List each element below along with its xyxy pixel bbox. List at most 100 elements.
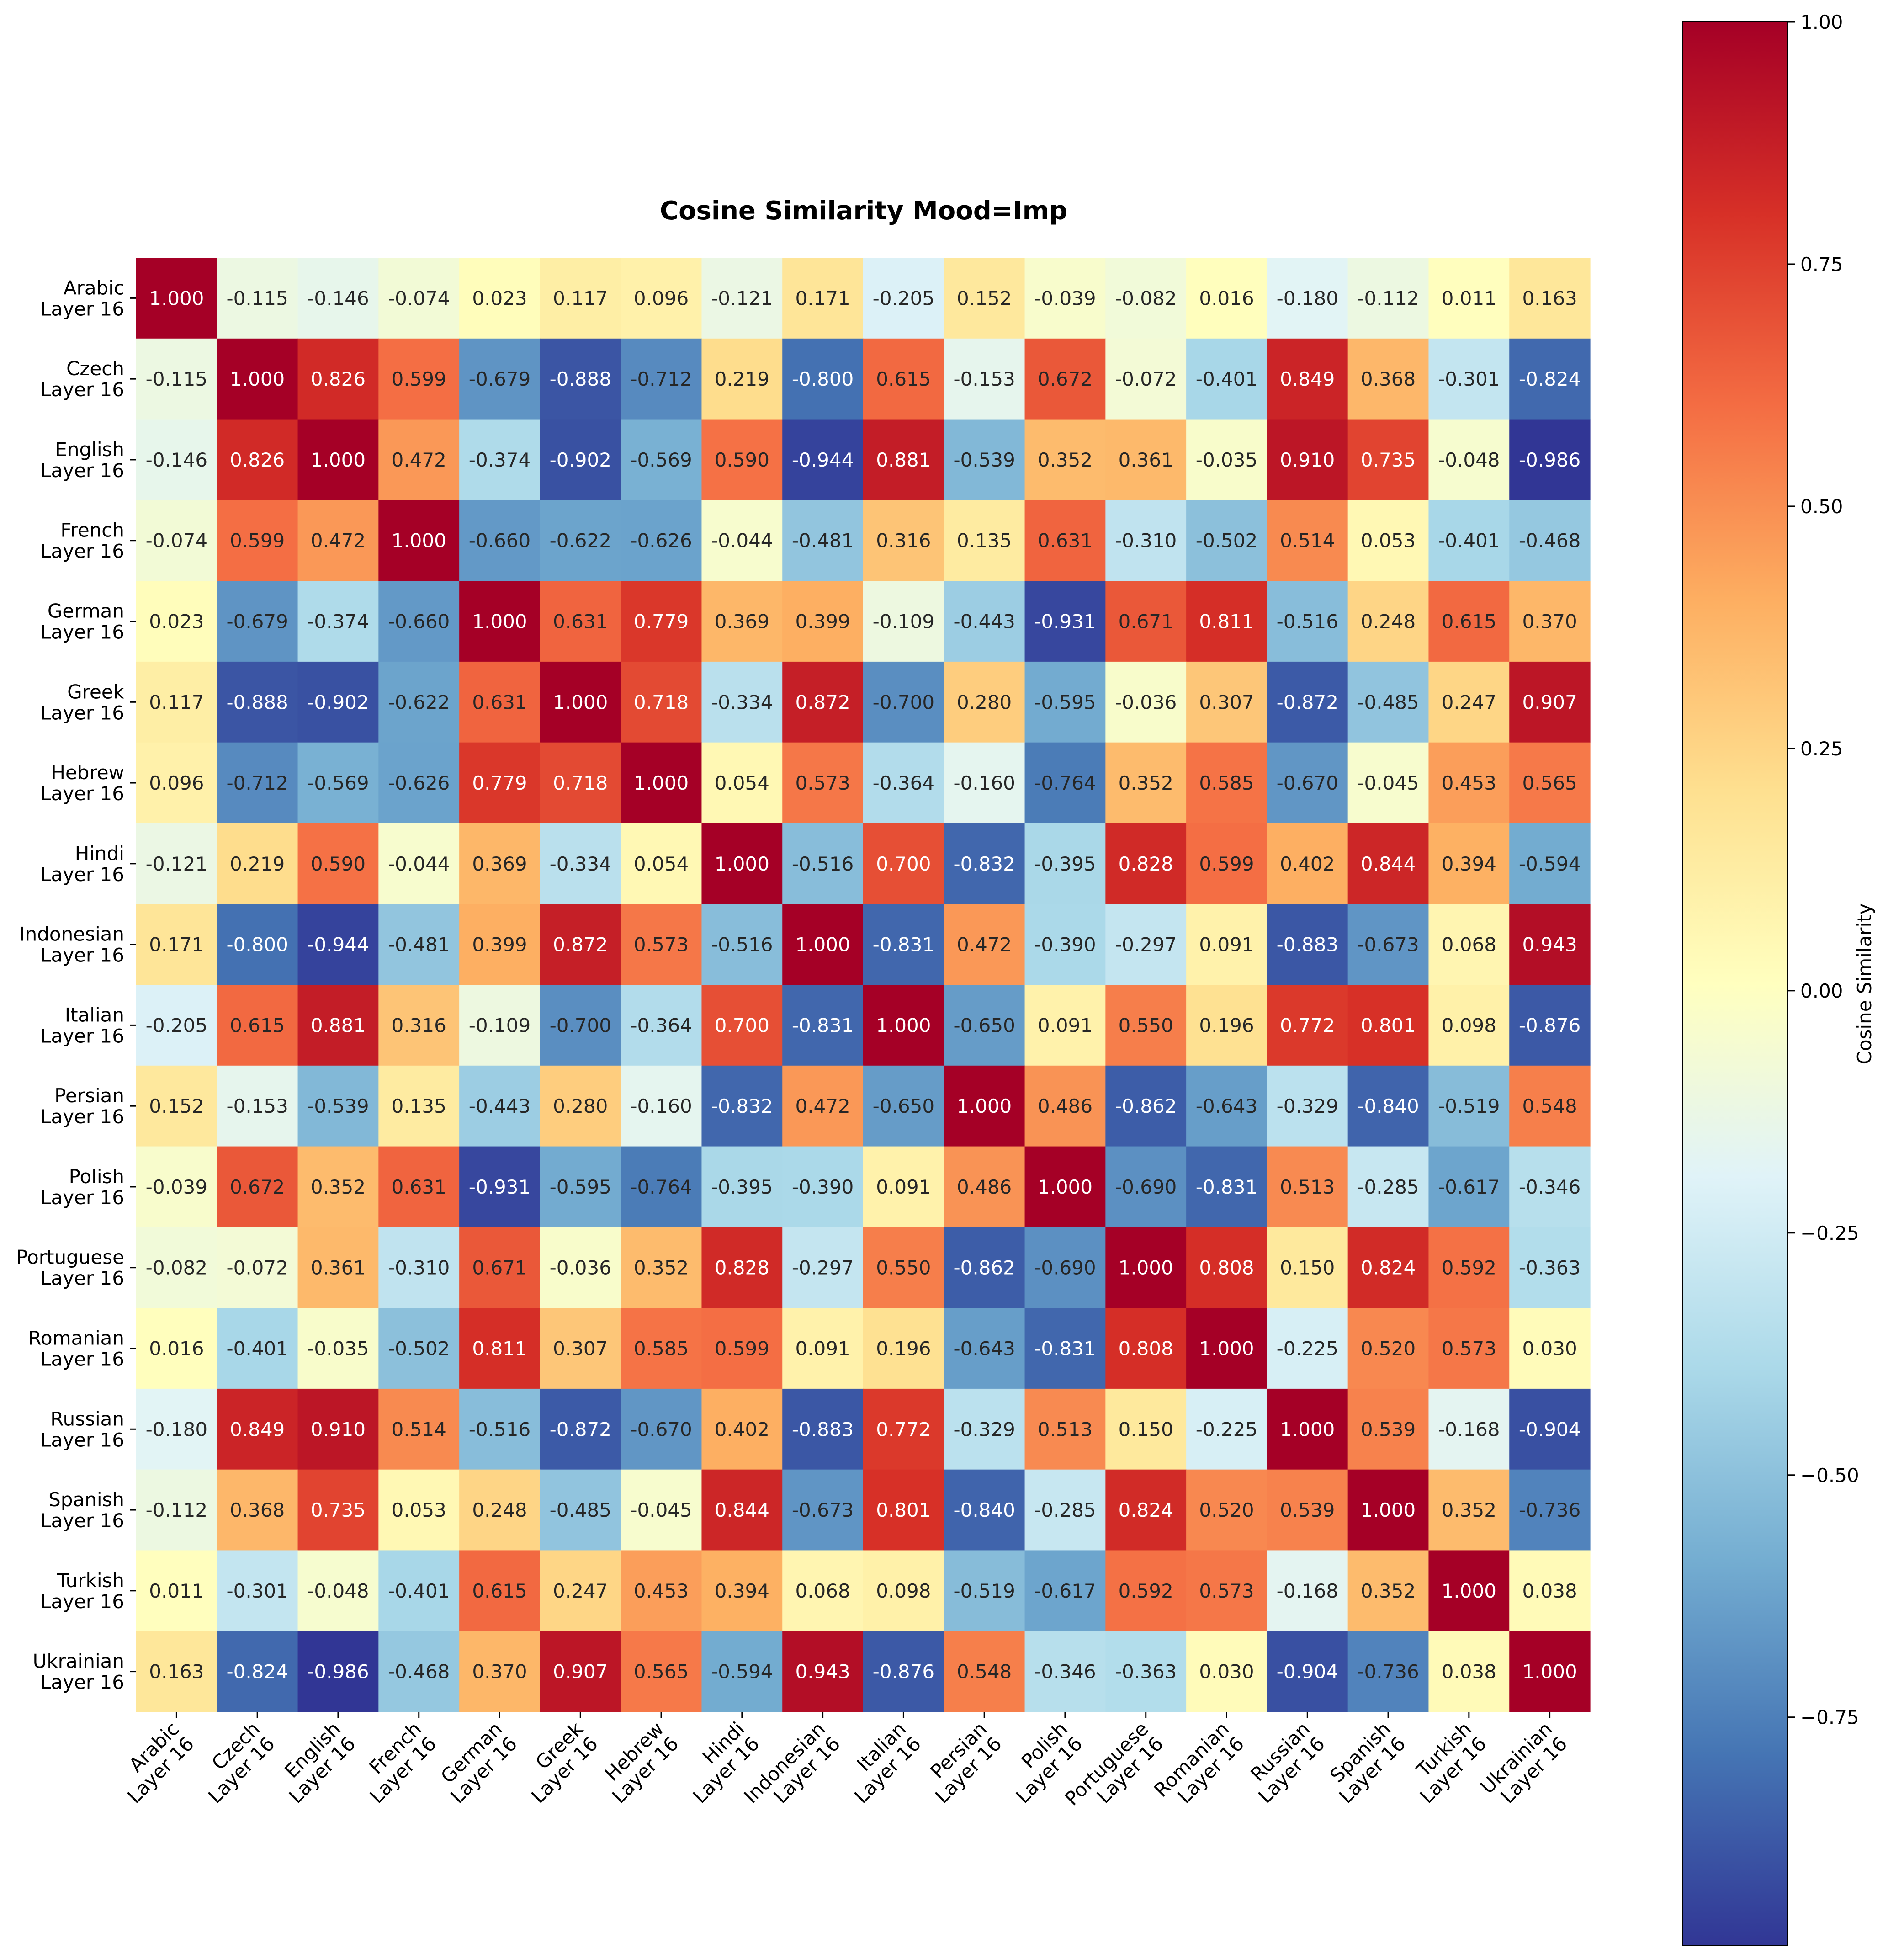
column-tick-label: FrenchLayer 16	[350, 1717, 440, 1807]
cell-value-label: 0.910	[311, 1418, 366, 1440]
cell-value-label: -0.035	[1196, 449, 1257, 471]
colorbar-tick-label: 0.75	[1800, 253, 1843, 276]
cell-value-label: 0.196	[876, 1338, 931, 1360]
cell-value-label: -0.044	[388, 853, 450, 875]
heatmap-cell	[863, 500, 944, 581]
cell-value-label: -0.205	[146, 1014, 207, 1036]
cell-value-label: -0.831	[792, 1014, 854, 1036]
heatmap-cell	[1267, 1550, 1348, 1631]
heatmap-cell	[540, 1146, 621, 1227]
cell-value-label: -0.039	[1034, 287, 1096, 309]
heatmap-cell	[1024, 904, 1106, 985]
heatmap-cell	[378, 338, 460, 420]
heatmap-cell	[1428, 1146, 1510, 1227]
heatmap-cell	[782, 581, 864, 662]
heatmap-cell	[782, 1388, 864, 1470]
cell-value-label: -0.986	[1519, 449, 1581, 471]
heatmap-cell	[1105, 419, 1187, 500]
cell-value-label: -0.153	[953, 368, 1015, 390]
heatmap-cell	[863, 1227, 944, 1308]
cell-value-label: -0.712	[226, 772, 288, 794]
cell-value-label: 0.171	[149, 934, 204, 956]
cell-value-label: -0.329	[1277, 1095, 1338, 1117]
cell-value-label: 1.000	[1119, 1257, 1173, 1279]
cell-value-label: -0.112	[146, 1499, 207, 1521]
heatmap-cell	[1347, 1631, 1429, 1712]
cell-value-label: 0.828	[1119, 853, 1173, 875]
cell-value-label: 0.352	[1038, 449, 1093, 471]
cell-value-label: 0.219	[715, 368, 769, 390]
heatmap-cell	[540, 338, 621, 420]
heatmap-cell	[540, 904, 621, 985]
heatmap-cell	[863, 904, 944, 985]
cell-value-label: -0.944	[307, 934, 369, 956]
cell-value-label: 0.096	[149, 772, 204, 794]
cell-value-label: 0.016	[1199, 287, 1254, 309]
heatmap-cell	[297, 1308, 379, 1389]
heatmap-cell	[621, 985, 702, 1066]
heatmap-cell	[136, 1065, 217, 1147]
cell-value-label: -0.904	[1277, 1661, 1338, 1683]
cell-value-label: 0.368	[230, 1499, 285, 1521]
heatmap-cell	[1024, 338, 1106, 420]
cell-value-label: 0.135	[392, 1095, 446, 1117]
heatmap-cell	[297, 1631, 379, 1712]
heatmap-cell	[378, 1146, 460, 1227]
heatmap-cell	[944, 1631, 1025, 1712]
heatmap-cell	[863, 581, 944, 662]
cell-value-label: 0.394	[715, 1580, 769, 1602]
row-tick-label: Hindi Layer 16	[40, 842, 124, 886]
cell-value-label: 0.671	[472, 1257, 527, 1279]
heatmap-cell	[944, 1065, 1025, 1147]
cell-value-label: 1.000	[1280, 1418, 1335, 1440]
heatmap-cell	[1024, 1550, 1106, 1631]
cell-value-label: -0.888	[226, 691, 288, 713]
cell-value-label: 1.000	[553, 691, 608, 713]
colorbar-tick-label: 0.00	[1800, 980, 1843, 1002]
row-tick-label: Persian Layer 16	[40, 1084, 124, 1128]
cell-value-label: -0.643	[953, 1338, 1015, 1360]
heatmap-cell	[944, 904, 1025, 985]
row-tick-label: Spanish Layer 16	[40, 1488, 124, 1532]
cell-value-label: -0.048	[307, 1580, 369, 1602]
cell-value-label: 0.098	[876, 1580, 931, 1602]
cell-value-label: 0.590	[311, 853, 366, 875]
cell-value-label: -0.468	[1519, 530, 1581, 552]
cell-value-label: 0.513	[1280, 1176, 1335, 1198]
cell-value-label: -0.301	[226, 1580, 288, 1602]
cell-value-label: -0.679	[469, 368, 530, 390]
cell-value-label: -0.072	[1115, 368, 1177, 390]
heatmap-cell	[217, 1308, 298, 1389]
cell-value-label: 1.000	[1361, 1499, 1416, 1521]
column-tick-label: RomanianLayer 16	[1150, 1717, 1248, 1816]
heatmap-cell	[1267, 742, 1348, 824]
cell-value-label: 0.539	[1280, 1499, 1335, 1521]
cell-value-label: 0.369	[715, 611, 769, 633]
heatmap-cell	[1105, 500, 1187, 581]
heatmap-cell	[1347, 823, 1429, 904]
heatmap-cell	[621, 904, 702, 985]
cell-value-label: -0.660	[469, 530, 530, 552]
cell-value-label: 0.247	[1442, 691, 1496, 713]
heatmap-cell	[1267, 1065, 1348, 1147]
cell-value-label: 1.000	[795, 934, 850, 956]
heatmap-cell	[863, 1065, 944, 1147]
cell-value-label: -0.902	[550, 449, 611, 471]
heatmap-cell	[136, 1308, 217, 1389]
cell-value-label: -0.626	[388, 772, 450, 794]
heatmap-cell	[459, 1308, 541, 1389]
heatmap-cell	[1105, 1469, 1187, 1551]
cell-value-label: 0.472	[311, 530, 366, 552]
cell-value-label: 0.826	[230, 449, 285, 471]
heatmap-cell	[1024, 1631, 1106, 1712]
cell-value-label: -0.374	[469, 449, 530, 471]
cell-value-label: 0.135	[957, 530, 1012, 552]
cell-value-label: -0.329	[953, 1418, 1015, 1440]
cell-value-label: -0.082	[1115, 287, 1177, 309]
heatmap-cell	[540, 823, 621, 904]
cell-value-label: -0.931	[469, 1176, 530, 1198]
heatmap-cell	[1105, 581, 1187, 662]
cell-value-label: -0.468	[388, 1661, 450, 1683]
heatmap-cell	[459, 1227, 541, 1308]
cell-value-label: 0.352	[1361, 1580, 1416, 1602]
